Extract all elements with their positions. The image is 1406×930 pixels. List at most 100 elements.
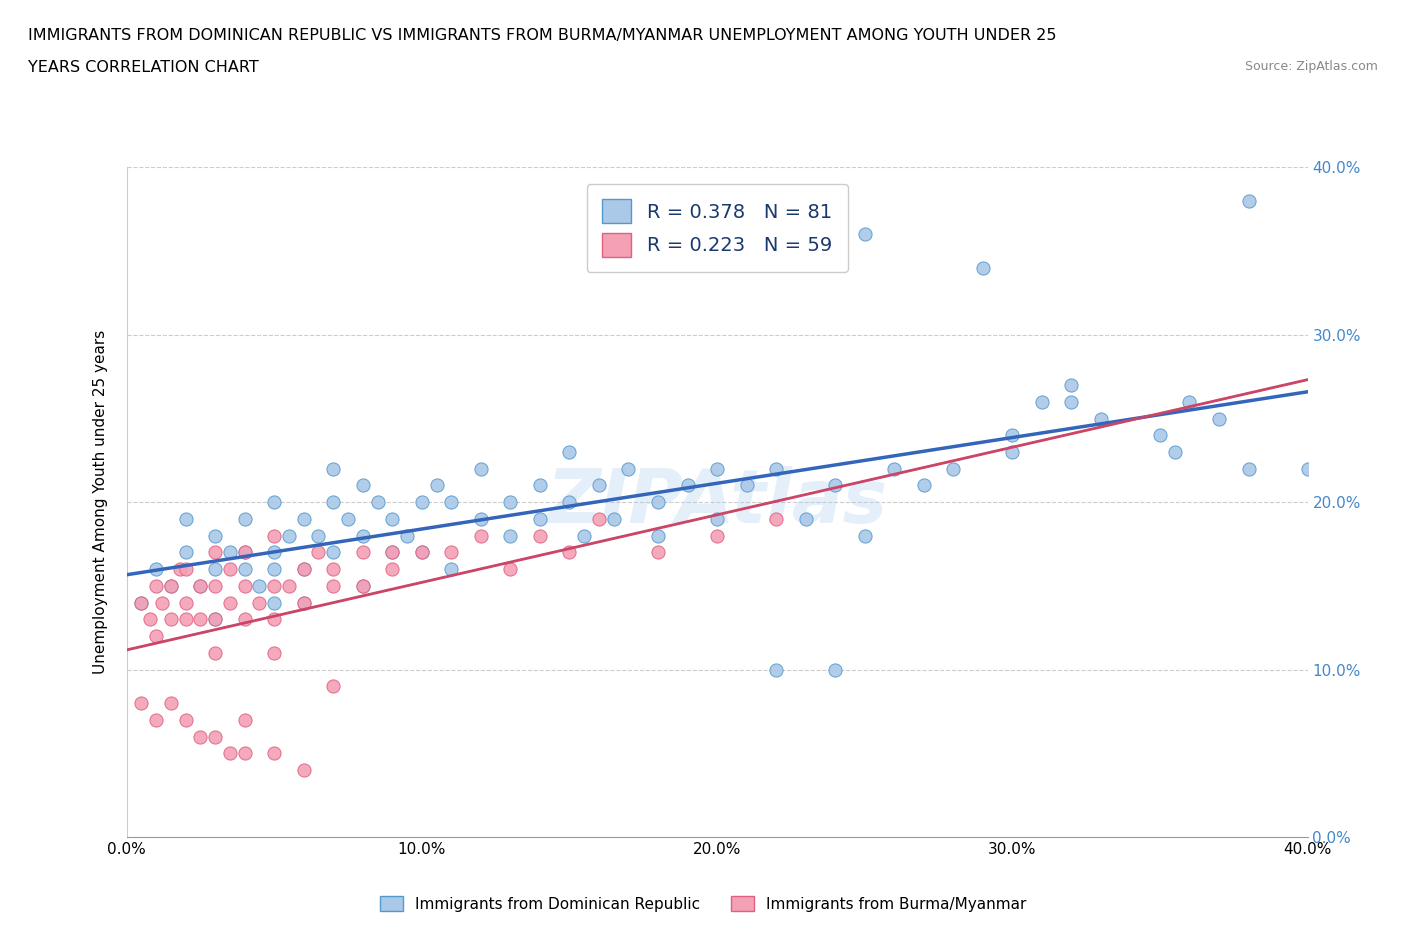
Point bbox=[204, 645, 226, 660]
Point bbox=[174, 612, 197, 627]
Point bbox=[174, 512, 197, 526]
Point bbox=[529, 478, 551, 493]
Point bbox=[558, 545, 581, 560]
Point bbox=[1031, 394, 1053, 409]
Point bbox=[1237, 193, 1260, 208]
Point bbox=[853, 227, 876, 242]
Point bbox=[381, 512, 404, 526]
Point bbox=[558, 495, 581, 510]
Point bbox=[322, 562, 344, 577]
Point bbox=[558, 445, 581, 459]
Point bbox=[292, 562, 315, 577]
Point bbox=[322, 679, 344, 694]
Point bbox=[617, 461, 640, 476]
Point bbox=[263, 528, 285, 543]
Point bbox=[824, 478, 846, 493]
Point bbox=[322, 578, 344, 593]
Point bbox=[470, 461, 492, 476]
Point bbox=[411, 545, 433, 560]
Point bbox=[278, 578, 301, 593]
Point bbox=[470, 528, 492, 543]
Point bbox=[169, 562, 191, 577]
Point bbox=[765, 662, 787, 677]
Point bbox=[219, 545, 242, 560]
Point bbox=[188, 729, 211, 744]
Point bbox=[263, 562, 285, 577]
Point bbox=[440, 545, 463, 560]
Point bbox=[440, 562, 463, 577]
Point bbox=[292, 595, 315, 610]
Point bbox=[204, 578, 226, 593]
Point bbox=[1178, 394, 1201, 409]
Point bbox=[129, 595, 153, 610]
Point bbox=[145, 712, 167, 727]
Point bbox=[219, 595, 242, 610]
Point bbox=[676, 478, 699, 493]
Point bbox=[1164, 445, 1187, 459]
Point bbox=[499, 562, 522, 577]
Point bbox=[588, 512, 610, 526]
Point bbox=[381, 562, 404, 577]
Point bbox=[706, 512, 728, 526]
Point bbox=[588, 478, 610, 493]
Point bbox=[366, 495, 388, 510]
Point bbox=[204, 562, 226, 577]
Point bbox=[1237, 461, 1260, 476]
Point bbox=[247, 595, 270, 610]
Y-axis label: Unemployment Among Youth under 25 years: Unemployment Among Youth under 25 years bbox=[93, 330, 108, 674]
Point bbox=[322, 461, 344, 476]
Point bbox=[292, 763, 315, 777]
Point bbox=[942, 461, 965, 476]
Point bbox=[1208, 411, 1230, 426]
Point bbox=[352, 528, 374, 543]
Point bbox=[263, 578, 285, 593]
Point bbox=[381, 545, 404, 560]
Point bbox=[883, 461, 905, 476]
Point bbox=[233, 512, 256, 526]
Point bbox=[174, 545, 197, 560]
Text: ZIPAtlas: ZIPAtlas bbox=[547, 466, 887, 538]
Point bbox=[233, 712, 256, 727]
Point bbox=[150, 595, 173, 610]
Point bbox=[188, 578, 211, 593]
Point bbox=[1060, 378, 1083, 392]
Point bbox=[219, 746, 242, 761]
Point bbox=[263, 495, 285, 510]
Point bbox=[1001, 445, 1024, 459]
Point bbox=[145, 562, 167, 577]
Point bbox=[292, 595, 315, 610]
Point bbox=[233, 578, 256, 593]
Point bbox=[145, 629, 167, 644]
Point bbox=[307, 528, 329, 543]
Point bbox=[794, 512, 817, 526]
Point bbox=[159, 578, 183, 593]
Point bbox=[233, 612, 256, 627]
Point bbox=[159, 696, 183, 711]
Point bbox=[204, 545, 226, 560]
Point bbox=[174, 595, 197, 610]
Point bbox=[174, 562, 197, 577]
Point bbox=[352, 578, 374, 593]
Legend: Immigrants from Dominican Republic, Immigrants from Burma/Myanmar: Immigrants from Dominican Republic, Immi… bbox=[374, 889, 1032, 918]
Point bbox=[647, 495, 669, 510]
Point bbox=[499, 528, 522, 543]
Point bbox=[307, 545, 329, 560]
Point bbox=[129, 696, 153, 711]
Point bbox=[204, 612, 226, 627]
Point bbox=[706, 461, 728, 476]
Point bbox=[529, 512, 551, 526]
Point bbox=[529, 528, 551, 543]
Point bbox=[1060, 394, 1083, 409]
Point bbox=[647, 528, 669, 543]
Point bbox=[139, 612, 162, 627]
Point bbox=[292, 512, 315, 526]
Point bbox=[853, 528, 876, 543]
Legend: R = 0.378   N = 81, R = 0.223   N = 59: R = 0.378 N = 81, R = 0.223 N = 59 bbox=[586, 184, 848, 272]
Text: YEARS CORRELATION CHART: YEARS CORRELATION CHART bbox=[28, 60, 259, 75]
Point bbox=[159, 578, 183, 593]
Point bbox=[129, 595, 153, 610]
Point bbox=[499, 495, 522, 510]
Point bbox=[574, 528, 596, 543]
Text: IMMIGRANTS FROM DOMINICAN REPUBLIC VS IMMIGRANTS FROM BURMA/MYANMAR UNEMPLOYMENT: IMMIGRANTS FROM DOMINICAN REPUBLIC VS IM… bbox=[28, 28, 1057, 43]
Point bbox=[411, 545, 433, 560]
